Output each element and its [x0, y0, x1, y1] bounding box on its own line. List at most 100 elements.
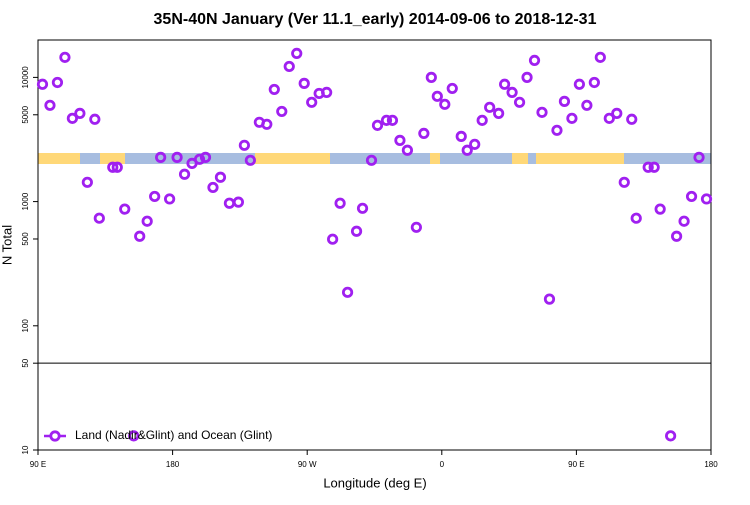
point	[618, 176, 630, 188]
point	[298, 77, 310, 89]
series	[36, 47, 713, 442]
point	[630, 212, 642, 224]
x-tick-label: 0	[440, 460, 445, 469]
y-tick-label: 50	[21, 358, 30, 367]
point	[178, 168, 191, 180]
point	[594, 51, 606, 63]
y-tick-label: 1000	[21, 192, 30, 210]
point	[51, 76, 64, 89]
point	[36, 78, 49, 90]
point	[626, 113, 638, 125]
point	[283, 60, 295, 73]
chart-title: 35N-40N January (Ver 11.1_early) 2014-09…	[154, 11, 597, 28]
point	[642, 161, 654, 173]
point	[499, 78, 511, 90]
point	[558, 95, 571, 107]
point	[410, 221, 422, 233]
point	[380, 114, 393, 126]
band-land	[255, 153, 330, 164]
point	[93, 212, 105, 224]
point	[431, 90, 443, 102]
point	[89, 113, 101, 125]
point	[371, 119, 384, 131]
point	[693, 151, 705, 163]
point	[111, 161, 123, 173]
plot-frame	[37, 39, 712, 451]
point	[513, 96, 526, 108]
point	[44, 99, 56, 111]
point	[446, 82, 458, 95]
point	[356, 202, 369, 214]
point	[461, 144, 473, 156]
y-tick-label: 500	[21, 232, 30, 246]
x-tick-label: 180	[704, 460, 718, 469]
point	[700, 193, 713, 205]
point	[551, 124, 563, 136]
point	[321, 86, 333, 99]
point	[193, 153, 206, 165]
point	[207, 181, 219, 194]
band-land	[38, 153, 80, 164]
y-axis-label: N Total	[0, 225, 14, 265]
point	[128, 430, 140, 442]
band-land	[536, 153, 624, 164]
point	[141, 215, 153, 227]
point	[671, 230, 683, 242]
point	[425, 71, 437, 83]
point	[603, 112, 615, 124]
point	[232, 196, 245, 208]
point	[164, 193, 176, 205]
point	[276, 105, 288, 118]
point	[350, 225, 363, 237]
point	[327, 233, 339, 245]
point	[171, 151, 183, 163]
point	[306, 96, 318, 108]
y-tick-label: 10	[21, 445, 30, 454]
point	[506, 86, 518, 99]
point	[134, 230, 146, 242]
point	[81, 176, 93, 188]
band-land	[512, 153, 528, 164]
point	[238, 139, 250, 151]
point	[573, 78, 585, 90]
point	[59, 51, 71, 63]
point	[665, 430, 677, 442]
x-tick-label: 90 E	[568, 460, 584, 469]
x-tick-label: 90 W	[298, 460, 317, 469]
point	[543, 293, 556, 305]
point	[439, 98, 451, 110]
point	[654, 203, 666, 215]
point	[334, 197, 346, 209]
point	[149, 190, 161, 203]
point	[566, 112, 578, 124]
point	[107, 161, 119, 173]
point	[155, 151, 167, 163]
point	[66, 112, 78, 124]
point	[536, 106, 548, 118]
point	[484, 101, 496, 113]
point	[261, 118, 273, 130]
band-land	[100, 153, 125, 164]
point	[418, 127, 430, 140]
point	[678, 215, 690, 227]
point	[341, 286, 354, 298]
legend-label: Land (Nadir&Glint) and Ocean (Glint)	[75, 428, 272, 442]
point	[648, 161, 660, 173]
point	[394, 134, 406, 146]
x-tick-label: 90 E	[30, 460, 46, 469]
y-tick-label: 10000	[21, 66, 30, 89]
point	[199, 151, 212, 163]
point	[521, 71, 533, 83]
point	[611, 107, 623, 119]
point	[365, 154, 378, 166]
point	[469, 138, 481, 150]
point	[581, 99, 593, 111]
point	[401, 144, 414, 156]
point	[685, 190, 698, 203]
point	[528, 54, 541, 67]
point	[268, 83, 280, 96]
point	[588, 76, 600, 89]
point	[476, 114, 488, 126]
